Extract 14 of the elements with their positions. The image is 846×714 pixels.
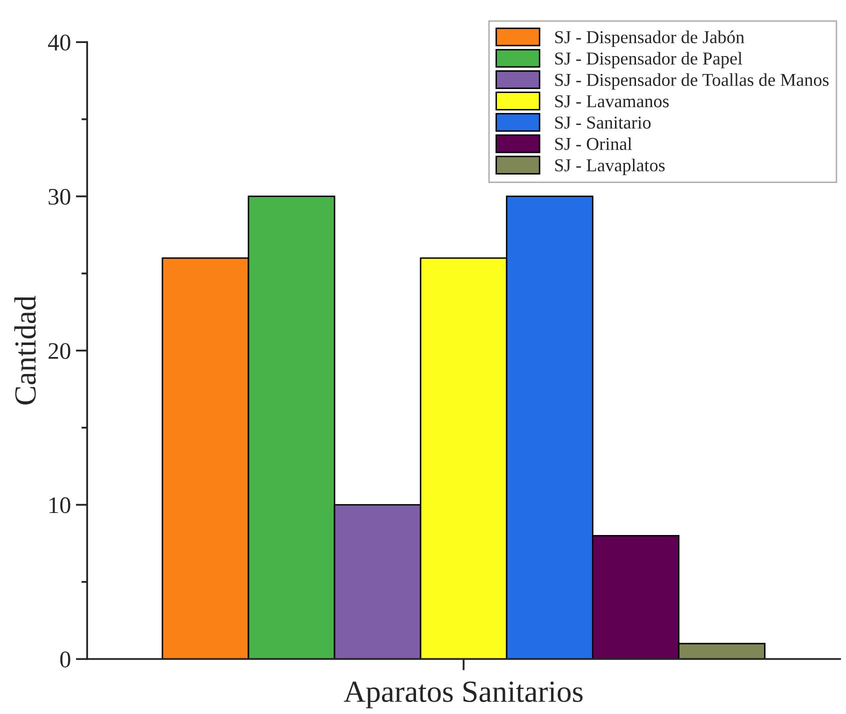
legend-label: SJ - Dispensador de Toallas de Manos — [555, 73, 829, 90]
y-tick-label: 0 — [60, 652, 70, 668]
y-tick-label: 30 — [48, 188, 70, 205]
legend-label: SJ - Lavaplatos — [555, 158, 665, 176]
legend-label: SJ - Lavamanos — [555, 95, 669, 108]
legend-label: SJ - Dispensador de Jabón — [555, 30, 744, 47]
y-tick-label: 40 — [48, 34, 70, 51]
legend-label: SJ - Orinal — [555, 137, 632, 150]
y-tick-label: 20 — [48, 343, 70, 359]
x-axis-title: Aparatos Sanitarios — [344, 682, 583, 708]
y-tick-label: 10 — [50, 497, 70, 514]
legend-label: SJ - Dispensador de Papel — [555, 52, 742, 68]
y-axis-title: Cantidad — [14, 296, 36, 404]
legend-label: SJ - Sanitario — [555, 116, 651, 129]
